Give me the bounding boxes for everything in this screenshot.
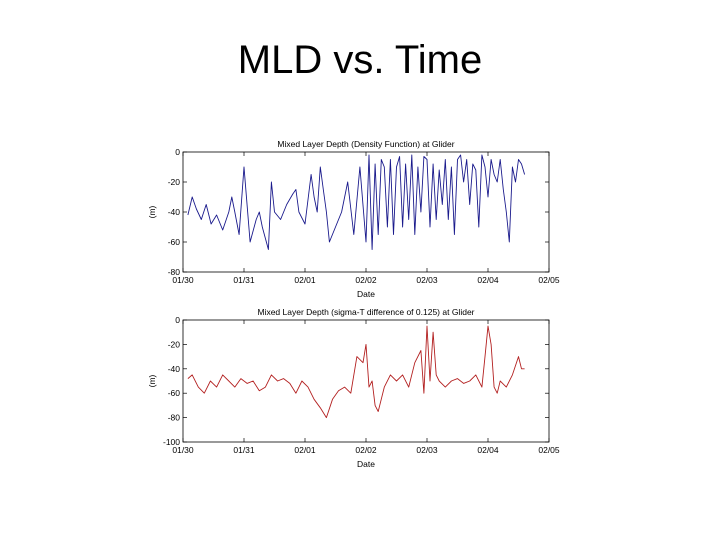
- chart-2-xtick-label-3: 02/02: [355, 445, 377, 455]
- slide-title: MLD vs. Time: [237, 38, 483, 82]
- chart-2-xlabel: Date: [357, 459, 375, 469]
- chart-1-series-line-0: [187, 154, 526, 250]
- chart-2-xtick-label-0: 01/30: [172, 445, 194, 455]
- chart-2-ytick-label-4: -80: [168, 413, 181, 423]
- chart-2-xtick-label-1: 01/31: [233, 445, 255, 455]
- chart-2-ylabel: (m): [147, 374, 157, 387]
- chart-2-ytick-label-5: -100: [163, 437, 180, 447]
- chart-2-ytick-label-2: -40: [168, 364, 181, 374]
- chart-2-ytick-label-3: -60: [168, 388, 181, 398]
- chart-1-title: Mixed Layer Depth (Density Function) at …: [277, 139, 454, 149]
- chart-1-ytick-label-0: 0: [175, 147, 180, 157]
- chart-1-xtick-label-3: 02/02: [355, 275, 377, 285]
- chart-1-ytick-label-4: -80: [168, 267, 181, 277]
- chart-1-xtick-label-5: 02/04: [477, 275, 499, 285]
- chart-1-xtick-label-1: 01/31: [233, 275, 255, 285]
- chart-1-ytick-label-2: -40: [168, 207, 181, 217]
- chart-2-ytick-label-1: -20: [168, 339, 181, 349]
- chart-1-xtick-label-2: 02/01: [294, 275, 316, 285]
- chart-2-xtick-label-5: 02/04: [477, 445, 499, 455]
- chart-1-ytick-label-3: -60: [168, 237, 181, 247]
- chart-2-ytick-label-0: 0: [175, 315, 180, 325]
- chart-2-title: Mixed Layer Depth (sigma-T difference of…: [257, 307, 474, 317]
- chart-1-ylabel: (m): [147, 205, 157, 218]
- chart-2-xtick-label-2: 02/01: [294, 445, 316, 455]
- chart-1-xtick-label-4: 02/03: [416, 275, 438, 285]
- chart-1-xtick-label-0: 01/30: [172, 275, 194, 285]
- chart-1-ytick-label-1: -20: [168, 177, 181, 187]
- chart-1-xtick-label-6: 02/05: [538, 275, 560, 285]
- chart-1-xlabel: Date: [357, 289, 375, 299]
- chart-2-series-line-0: [187, 325, 525, 419]
- chart-2-xtick-label-6: 02/05: [538, 445, 560, 455]
- chart-2-xtick-label-4: 02/03: [416, 445, 438, 455]
- chart-1-frame: [182, 151, 550, 273]
